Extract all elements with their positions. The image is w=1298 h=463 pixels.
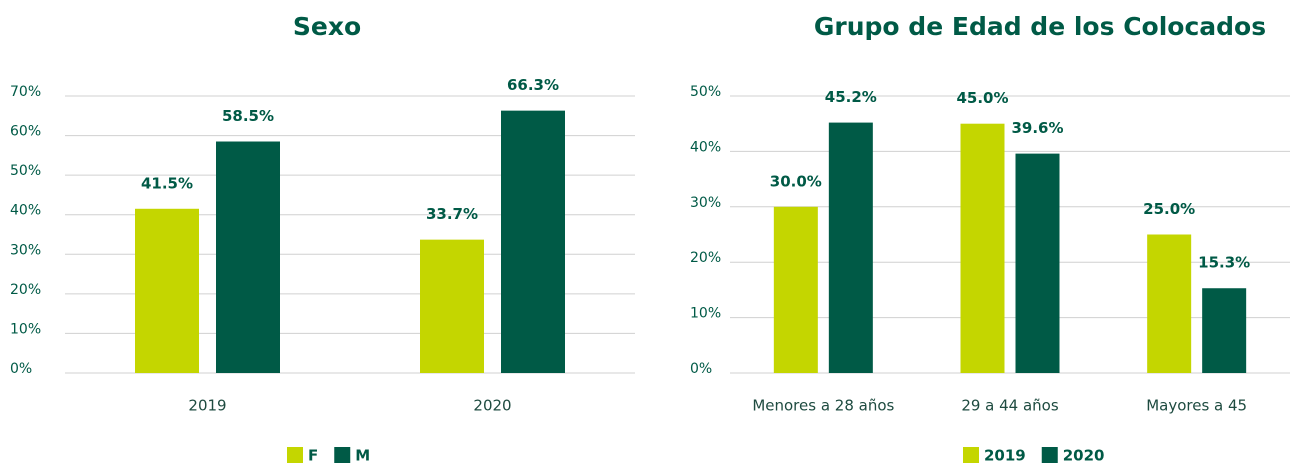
bar — [420, 239, 484, 373]
x-tick-label: 2020 — [473, 397, 511, 415]
y-tick-label: 30% — [690, 195, 721, 211]
value-label: 30.0% — [770, 172, 822, 190]
value-label: 33.7% — [426, 205, 478, 223]
value-label: 39.6% — [1011, 119, 1063, 137]
y-tick-label: 40% — [10, 203, 41, 219]
value-label: 25.0% — [1143, 200, 1195, 218]
y-tick-label: 0% — [10, 361, 32, 377]
value-label: 45.0% — [956, 89, 1008, 107]
x-tick-label: 2019 — [188, 397, 226, 415]
y-tick-label: 10% — [10, 321, 41, 337]
value-label: 41.5% — [141, 174, 193, 192]
chart-title: Grupo de Edad de los Colocados — [814, 12, 1266, 41]
value-label: 66.3% — [507, 76, 559, 94]
value-label: 58.5% — [222, 107, 274, 125]
y-tick-label: 50% — [10, 163, 41, 179]
y-tick-label: 0% — [690, 361, 712, 377]
legend-swatch — [1041, 447, 1058, 463]
value-label: 15.3% — [1198, 254, 1250, 272]
x-tick-label: 29 a 44 años — [961, 397, 1059, 415]
y-tick-label: 20% — [10, 282, 41, 298]
bar — [501, 110, 565, 374]
bar — [1015, 153, 1060, 373]
legend-label: F — [308, 447, 318, 463]
chart-title: Sexo — [293, 12, 361, 41]
x-tick-label: Menores a 28 años — [752, 397, 894, 415]
x-tick-label: Mayores a 45 — [1146, 397, 1247, 415]
legend-swatch — [334, 447, 351, 463]
y-tick-label: 70% — [10, 84, 41, 100]
bar — [960, 123, 1005, 373]
y-tick-label: 20% — [690, 250, 721, 266]
bar — [1147, 234, 1192, 373]
y-tick-label: 30% — [10, 242, 41, 258]
legend-swatch — [963, 447, 979, 463]
bar — [216, 141, 280, 373]
bar — [773, 206, 818, 373]
bar — [1202, 288, 1247, 373]
y-tick-label: 50% — [690, 84, 721, 100]
legend-label: 2020 — [1063, 447, 1105, 463]
bar — [135, 208, 199, 373]
legend-swatch — [287, 447, 303, 463]
y-tick-label: 60% — [10, 124, 41, 140]
y-tick-label: 40% — [690, 139, 721, 155]
value-label: 45.2% — [825, 88, 877, 106]
bar — [828, 122, 873, 373]
legend-label: M — [355, 447, 370, 463]
y-tick-label: 10% — [690, 306, 721, 322]
legend-label: 2019 — [984, 447, 1026, 463]
